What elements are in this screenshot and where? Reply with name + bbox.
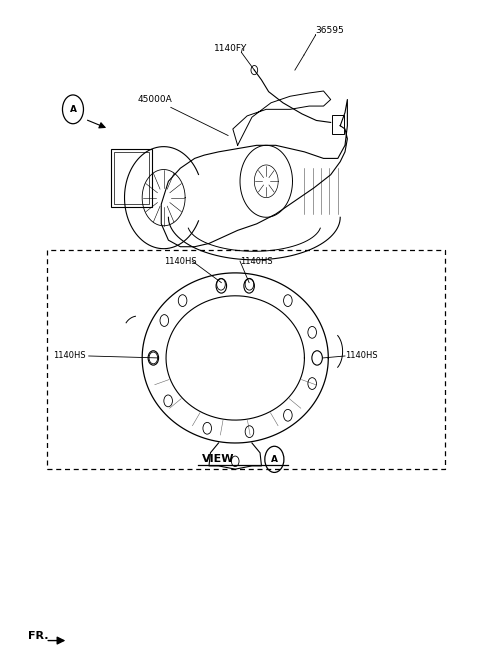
Text: VIEW: VIEW xyxy=(202,455,234,464)
Text: A: A xyxy=(70,105,76,114)
Text: 36595: 36595 xyxy=(315,26,344,35)
Text: 1140HS: 1140HS xyxy=(240,257,273,265)
Text: FR.: FR. xyxy=(28,631,48,641)
Text: A: A xyxy=(271,455,278,464)
Text: 1140HS: 1140HS xyxy=(53,351,85,361)
Text: 45000A: 45000A xyxy=(137,95,172,104)
Text: 1140FY: 1140FY xyxy=(214,44,247,53)
Bar xyxy=(47,250,445,469)
Text: 1140HS: 1140HS xyxy=(164,257,196,265)
Text: 1140HS: 1140HS xyxy=(345,351,378,361)
